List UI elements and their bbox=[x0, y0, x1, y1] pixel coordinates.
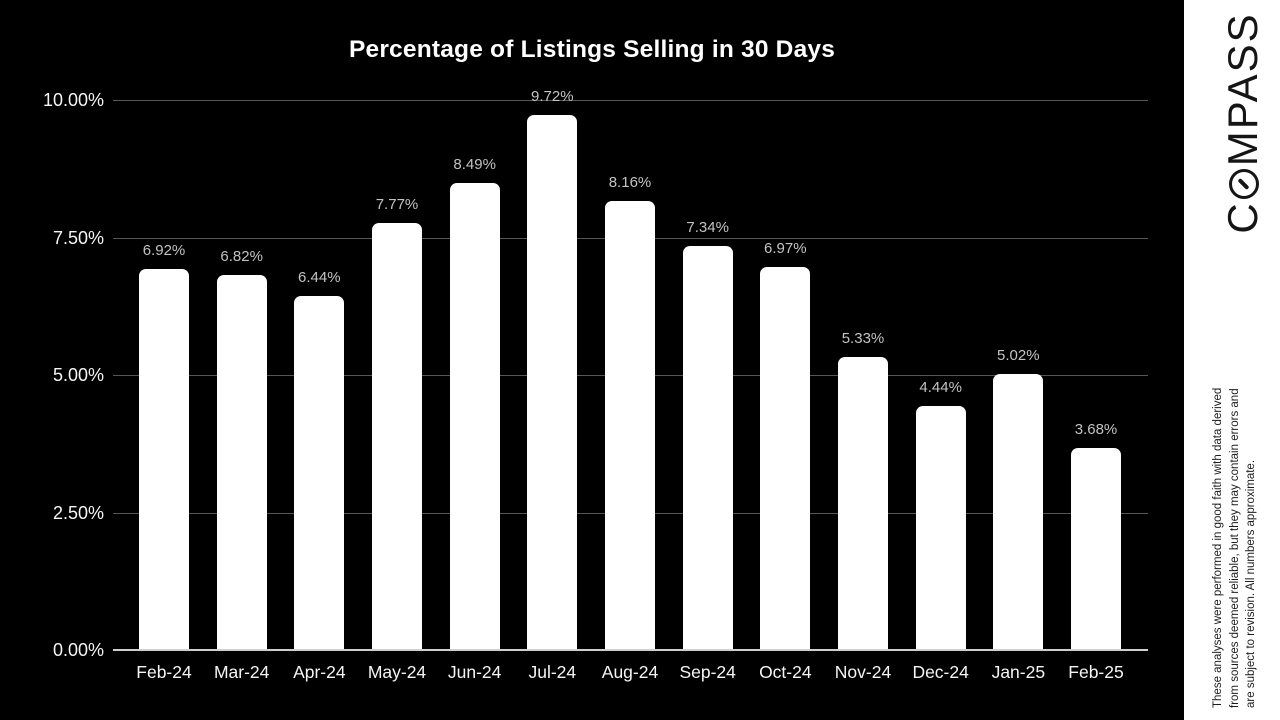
x-tick-label: May-24 bbox=[367, 662, 427, 682]
x-tick-label: Mar-24 bbox=[213, 662, 270, 682]
bar-Dec-24 bbox=[915, 405, 966, 650]
y-tick-label: 10.00% bbox=[42, 90, 104, 110]
bar-Aug-24 bbox=[605, 201, 655, 650]
bar-Sep-24 bbox=[682, 246, 733, 650]
bar-value-label: 6.92% bbox=[142, 242, 186, 260]
x-axis-line bbox=[113, 649, 1148, 651]
bar-value-label: 8.49% bbox=[453, 156, 496, 174]
bar-Oct-24 bbox=[760, 266, 811, 650]
bar-value-label: 3.68% bbox=[1074, 420, 1118, 438]
x-tick-label: Feb-25 bbox=[1068, 662, 1124, 682]
bar-value-label: 5.33% bbox=[841, 329, 885, 347]
bar-value-label: 7.34% bbox=[686, 219, 729, 237]
bar-Apr-24 bbox=[294, 295, 345, 650]
y-tick-label: 5.00% bbox=[52, 365, 104, 385]
compass-logo-suffix: MPASS bbox=[1219, 12, 1266, 167]
y-tick-label: 7.50% bbox=[52, 227, 104, 248]
chart-title: Percentage of Listings Selling in 30 Day… bbox=[348, 36, 836, 63]
x-tick-label: Nov-24 bbox=[834, 662, 892, 682]
x-tick-label: Feb-24 bbox=[136, 662, 192, 682]
disclaimer-text: These analyses were performed in good fa… bbox=[1210, 304, 1260, 708]
bar-Mar-24 bbox=[216, 274, 267, 650]
brand-panel bbox=[1184, 0, 1280, 720]
bar-value-label: 6.82% bbox=[220, 247, 263, 265]
bar-value-label: 5.02% bbox=[997, 346, 1040, 364]
bar-Jun-24 bbox=[449, 183, 500, 650]
bar-value-label: 8.16% bbox=[608, 174, 652, 192]
bar-Nov-24 bbox=[838, 356, 888, 650]
x-tick-label: Dec-24 bbox=[912, 662, 969, 682]
bar-Feb-25 bbox=[1071, 447, 1121, 650]
x-tick-label: Jul-24 bbox=[528, 662, 577, 682]
bar-value-label: 7.77% bbox=[375, 195, 419, 213]
bar-Jul-24 bbox=[527, 115, 578, 650]
disclaimer-line-2: from sources deemed reliable, but they m… bbox=[1228, 388, 1241, 708]
bar-May-24 bbox=[372, 222, 422, 650]
compass-logo: C MPASS bbox=[1219, 3, 1266, 243]
compass-needle-icon bbox=[1237, 178, 1250, 191]
gridline bbox=[113, 100, 1148, 101]
x-tick-label: Sep-24 bbox=[679, 662, 736, 682]
bar-value-label: 9.72% bbox=[531, 88, 574, 106]
bar-Jan-25 bbox=[993, 373, 1044, 650]
compass-logo-prefix: C bbox=[1219, 201, 1266, 234]
y-tick-label: 2.50% bbox=[52, 502, 104, 523]
disclaimer-line-3: are subject to revision. All numbers app… bbox=[1245, 459, 1257, 708]
bar-value-label: 6.44% bbox=[298, 268, 341, 286]
x-tick-label: Jan-25 bbox=[991, 662, 1046, 682]
bar-value-label: 4.44% bbox=[919, 378, 962, 396]
disclaimer-line-1: These analyses were performed in good fa… bbox=[1212, 387, 1224, 708]
x-tick-label: Apr-24 bbox=[293, 662, 346, 682]
compass-o-icon bbox=[1228, 169, 1259, 200]
bar-value-label: 6.97% bbox=[764, 239, 807, 257]
bar-chart: Percentage of Listings Selling in 30 Day… bbox=[42, 36, 1148, 682]
y-tick-label: 0.00% bbox=[52, 640, 104, 660]
x-tick-label: Jun-24 bbox=[447, 662, 502, 682]
x-tick-label: Aug-24 bbox=[601, 662, 659, 682]
x-tick-label: Oct-24 bbox=[759, 662, 812, 682]
bar-Feb-24 bbox=[139, 269, 189, 650]
